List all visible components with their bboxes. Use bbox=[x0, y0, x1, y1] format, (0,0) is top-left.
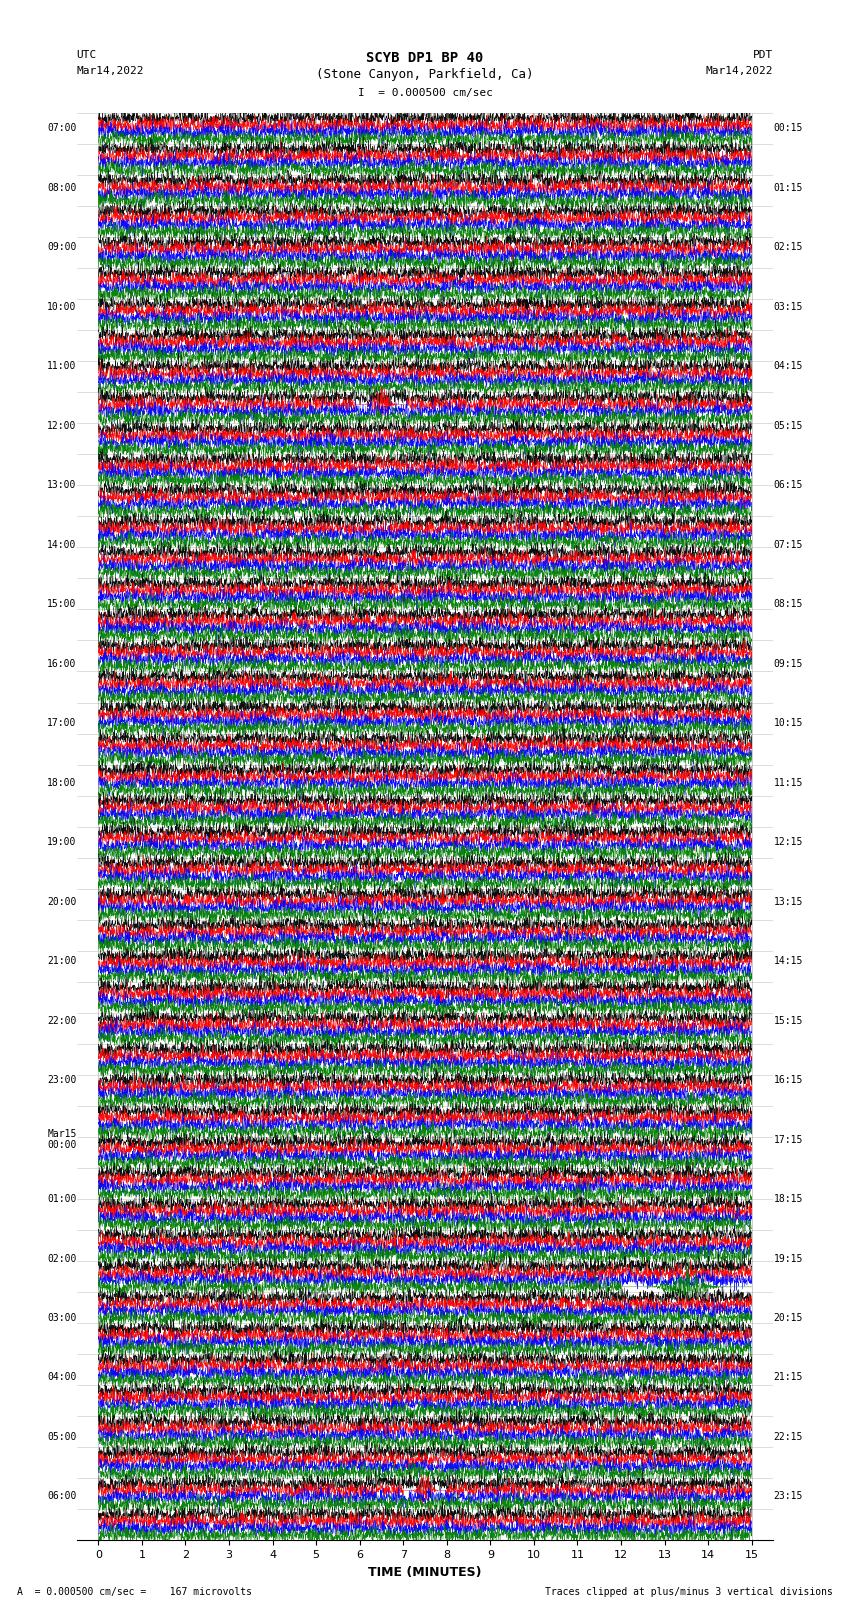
Text: 23:15: 23:15 bbox=[774, 1492, 803, 1502]
Text: 23:00: 23:00 bbox=[47, 1076, 76, 1086]
Text: 04:00: 04:00 bbox=[47, 1373, 76, 1382]
Text: 08:15: 08:15 bbox=[774, 600, 803, 610]
Text: 00:15: 00:15 bbox=[774, 124, 803, 134]
Text: 19:15: 19:15 bbox=[774, 1253, 803, 1263]
Text: 22:15: 22:15 bbox=[774, 1432, 803, 1442]
Text: 20:00: 20:00 bbox=[47, 897, 76, 907]
Text: 16:00: 16:00 bbox=[47, 658, 76, 669]
Text: UTC: UTC bbox=[76, 50, 97, 60]
Text: 19:00: 19:00 bbox=[47, 837, 76, 847]
Text: 01:15: 01:15 bbox=[774, 182, 803, 194]
Text: 09:00: 09:00 bbox=[47, 242, 76, 252]
Text: 14:00: 14:00 bbox=[47, 540, 76, 550]
Text: 21:00: 21:00 bbox=[47, 957, 76, 966]
Text: 10:15: 10:15 bbox=[774, 718, 803, 727]
Text: 06:15: 06:15 bbox=[774, 481, 803, 490]
Text: 13:00: 13:00 bbox=[47, 481, 76, 490]
Text: 18:00: 18:00 bbox=[47, 777, 76, 787]
Text: 18:15: 18:15 bbox=[774, 1194, 803, 1203]
Text: 11:15: 11:15 bbox=[774, 777, 803, 787]
Text: 10:00: 10:00 bbox=[47, 302, 76, 311]
Text: 03:15: 03:15 bbox=[774, 302, 803, 311]
Text: 02:00: 02:00 bbox=[47, 1253, 76, 1263]
Text: 11:00: 11:00 bbox=[47, 361, 76, 371]
Text: 20:15: 20:15 bbox=[774, 1313, 803, 1323]
Text: 03:00: 03:00 bbox=[47, 1313, 76, 1323]
Text: 06:00: 06:00 bbox=[47, 1492, 76, 1502]
Text: 09:15: 09:15 bbox=[774, 658, 803, 669]
Text: 14:15: 14:15 bbox=[774, 957, 803, 966]
Text: (Stone Canyon, Parkfield, Ca): (Stone Canyon, Parkfield, Ca) bbox=[316, 68, 534, 81]
Text: 15:00: 15:00 bbox=[47, 600, 76, 610]
Text: 01:00: 01:00 bbox=[47, 1194, 76, 1203]
Text: 02:15: 02:15 bbox=[774, 242, 803, 252]
Text: Mar14,2022: Mar14,2022 bbox=[76, 66, 144, 76]
Text: 16:15: 16:15 bbox=[774, 1076, 803, 1086]
Text: A  = 0.000500 cm/sec =    167 microvolts: A = 0.000500 cm/sec = 167 microvolts bbox=[17, 1587, 252, 1597]
Text: 17:00: 17:00 bbox=[47, 718, 76, 727]
Text: 13:15: 13:15 bbox=[774, 897, 803, 907]
Text: Traces clipped at plus/minus 3 vertical divisions: Traces clipped at plus/minus 3 vertical … bbox=[545, 1587, 833, 1597]
Text: 12:00: 12:00 bbox=[47, 421, 76, 431]
Text: Mar14,2022: Mar14,2022 bbox=[706, 66, 774, 76]
Text: 08:00: 08:00 bbox=[47, 182, 76, 194]
Text: 05:15: 05:15 bbox=[774, 421, 803, 431]
Text: PDT: PDT bbox=[753, 50, 774, 60]
Text: 12:15: 12:15 bbox=[774, 837, 803, 847]
Text: SCYB DP1 BP 40: SCYB DP1 BP 40 bbox=[366, 50, 484, 65]
Text: I  = 0.000500 cm/sec: I = 0.000500 cm/sec bbox=[358, 89, 492, 98]
Text: 04:15: 04:15 bbox=[774, 361, 803, 371]
Text: 22:00: 22:00 bbox=[47, 1016, 76, 1026]
Text: 21:15: 21:15 bbox=[774, 1373, 803, 1382]
X-axis label: TIME (MINUTES): TIME (MINUTES) bbox=[368, 1566, 482, 1579]
Text: 17:15: 17:15 bbox=[774, 1134, 803, 1145]
Text: 07:00: 07:00 bbox=[47, 124, 76, 134]
Text: 15:15: 15:15 bbox=[774, 1016, 803, 1026]
Text: Mar15
00:00: Mar15 00:00 bbox=[47, 1129, 76, 1150]
Text: 05:00: 05:00 bbox=[47, 1432, 76, 1442]
Text: 07:15: 07:15 bbox=[774, 540, 803, 550]
